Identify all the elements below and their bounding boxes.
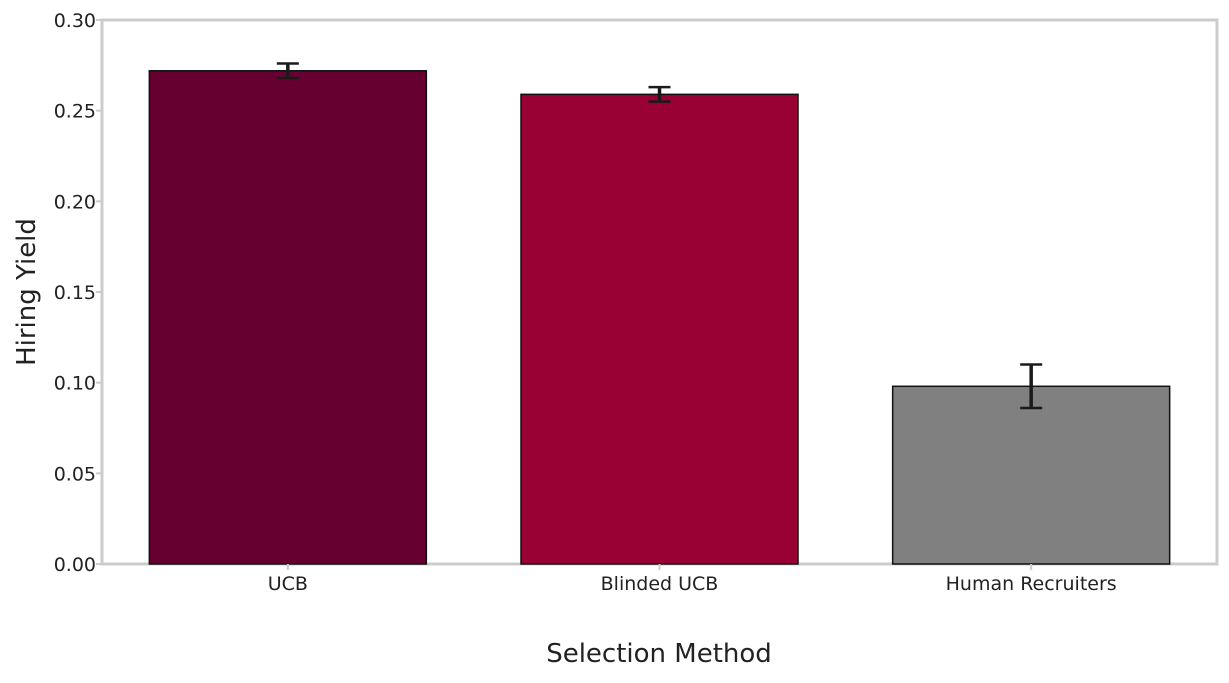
bar-human-recruiters bbox=[891, 385, 1171, 565]
y-tick-label: 0.15 bbox=[54, 282, 96, 304]
x-tick-label: Blinded UCB bbox=[601, 573, 719, 595]
x-tick-label: Human Recruiters bbox=[946, 573, 1117, 595]
bar-ucb bbox=[148, 70, 428, 565]
y-tick-label: 0.00 bbox=[54, 554, 96, 576]
y-tick-label: 0.25 bbox=[54, 101, 96, 123]
x-tick-label: UCB bbox=[268, 573, 308, 595]
x-axis-title: Selection Method bbox=[546, 639, 772, 669]
y-tick-label: 0.30 bbox=[54, 10, 96, 32]
y-tick-label: 0.10 bbox=[54, 373, 96, 395]
y-tick-label: 0.05 bbox=[54, 463, 96, 485]
y-tick-label: 0.20 bbox=[54, 191, 96, 213]
y-axis-title: Hiring Yield bbox=[12, 218, 42, 366]
bar-blinded-ucb bbox=[520, 93, 799, 565]
